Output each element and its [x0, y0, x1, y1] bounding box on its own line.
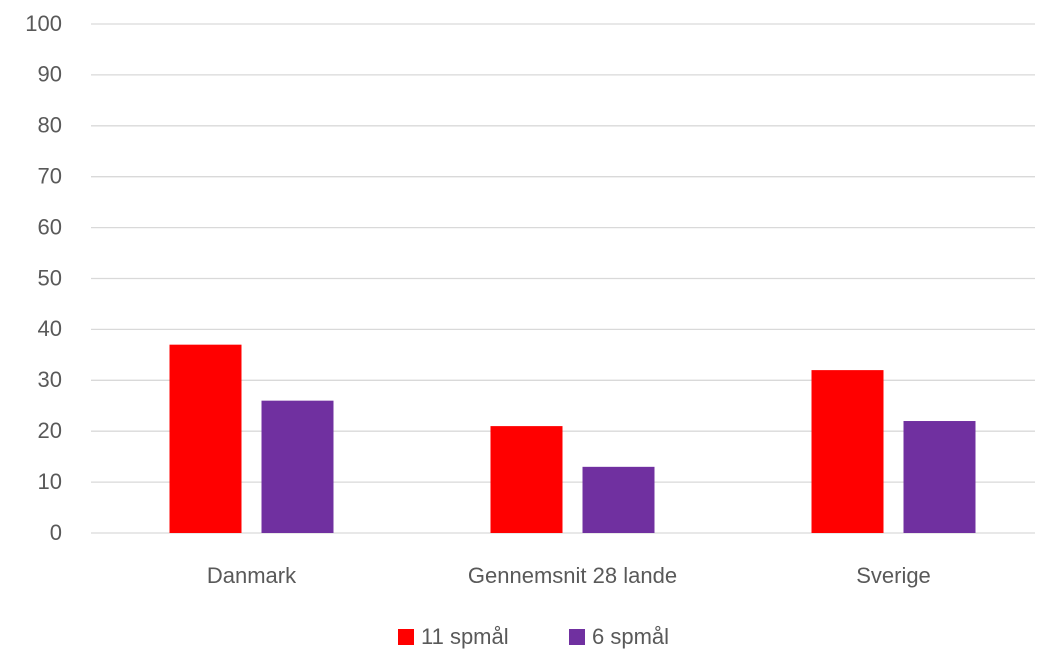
bar — [903, 421, 976, 533]
y-tick-label: 60 — [38, 214, 62, 239]
y-tick-label: 70 — [38, 164, 62, 189]
y-tick-label: 40 — [38, 316, 62, 341]
y-tick-label: 90 — [38, 62, 62, 87]
bar — [169, 344, 242, 533]
y-tick-label: 0 — [50, 520, 62, 545]
y-tick-label: 100 — [25, 11, 62, 36]
y-tick-label: 80 — [38, 113, 62, 138]
bar — [261, 400, 334, 533]
bar — [811, 370, 884, 533]
bar — [490, 426, 563, 533]
x-tick-label: Gennemsnit 28 lande — [468, 563, 677, 588]
legend-swatch — [398, 629, 414, 645]
y-tick-label: 20 — [38, 418, 62, 443]
legend-label: 11 spmål — [421, 624, 509, 649]
x-tick-label: Danmark — [207, 563, 297, 588]
y-tick-label: 30 — [38, 367, 62, 392]
legend-swatch — [569, 629, 585, 645]
y-tick-label: 10 — [38, 469, 62, 494]
bar — [582, 466, 655, 533]
legend-label: 6 spmål — [592, 624, 669, 649]
x-tick-label: Sverige — [856, 563, 931, 588]
y-tick-label: 50 — [38, 265, 62, 290]
